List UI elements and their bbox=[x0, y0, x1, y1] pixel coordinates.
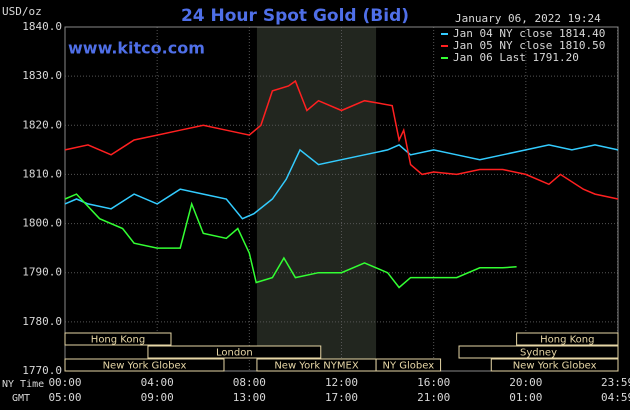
x2-tick-label: 21:00 bbox=[417, 391, 450, 404]
x-tick-label: 20:00 bbox=[509, 376, 542, 389]
session-label: Hong Kong bbox=[540, 335, 594, 346]
x2-tick-label: 04:59 bbox=[601, 391, 630, 404]
session-label: Hong Kong bbox=[91, 335, 145, 346]
chart-title: 24 Hour Spot Gold (Bid) bbox=[181, 6, 409, 26]
y-axis-label: USD/oz bbox=[2, 5, 42, 18]
session-label: New York NYMEX bbox=[274, 361, 359, 372]
session-bar bbox=[516, 332, 619, 346]
session-shade bbox=[256, 27, 377, 371]
session-label: Sydney bbox=[520, 348, 557, 359]
session-label: NY Globex bbox=[382, 361, 434, 372]
x2-tick-label: 17:00 bbox=[325, 391, 358, 404]
session-bar bbox=[147, 345, 322, 359]
y-tick-label: 1840.0 bbox=[22, 20, 62, 33]
y-tick-label: 1770.0 bbox=[22, 364, 62, 377]
y-tick-label: 1780.0 bbox=[22, 315, 62, 328]
timestamp: January 06, 2022 19:24 bbox=[455, 12, 601, 25]
x-tick-label: 16:00 bbox=[417, 376, 450, 389]
x2-tick-label: 09:00 bbox=[141, 391, 174, 404]
x2-tick-label: 05:00 bbox=[48, 391, 81, 404]
x-tick-label: 12:00 bbox=[325, 376, 358, 389]
session-label: New York Globex bbox=[513, 361, 597, 372]
session-bar bbox=[490, 358, 619, 372]
session-bar bbox=[64, 332, 172, 346]
session-label: New York Globex bbox=[103, 361, 187, 372]
y-tick-label: 1800.0 bbox=[22, 217, 62, 230]
x-tick-label: 08:00 bbox=[233, 376, 266, 389]
legend-label: Jan 05 NY close 1810.50 bbox=[453, 39, 605, 52]
session-label: London bbox=[216, 348, 253, 359]
subtitle: www.kitco.com bbox=[68, 39, 205, 58]
y-tick-label: 1820.0 bbox=[22, 118, 62, 131]
x-tick-label: 23:59 bbox=[601, 376, 630, 389]
y-tick-label: 1810.0 bbox=[22, 167, 62, 180]
legend-label: Jan 04 NY close 1814.40 bbox=[453, 27, 605, 40]
x2-tick-label: 13:00 bbox=[233, 391, 266, 404]
session-bar bbox=[458, 345, 619, 359]
x-tick-label: 04:00 bbox=[141, 376, 174, 389]
price-line bbox=[64, 79, 619, 200]
x2-axis-label: GMT bbox=[12, 393, 30, 404]
x-tick-label: 00:00 bbox=[48, 376, 81, 389]
legend-label: Jan 06 Last 1791.20 bbox=[453, 51, 579, 64]
price-line bbox=[64, 144, 619, 220]
price-line bbox=[64, 193, 517, 289]
session-bar bbox=[64, 358, 225, 372]
y-tick-label: 1790.0 bbox=[22, 266, 62, 279]
session-bar bbox=[375, 358, 442, 372]
y-tick-label: 1830.0 bbox=[22, 69, 62, 82]
x2-tick-label: 01:00 bbox=[509, 391, 542, 404]
x-axis-label: NY Time bbox=[2, 379, 44, 390]
